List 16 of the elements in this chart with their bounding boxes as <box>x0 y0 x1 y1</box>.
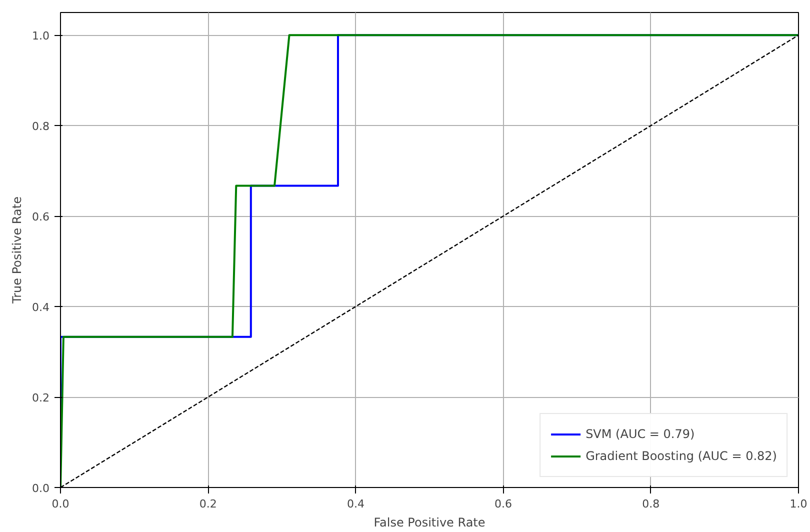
y-tick-label: 0.0 <box>32 482 50 495</box>
y-tick-label: 0.4 <box>32 301 50 314</box>
y-tick-label: 0.2 <box>32 392 50 405</box>
x-tick-label: 0.4 <box>346 498 364 510</box>
y-tick-label: 0.8 <box>32 120 50 134</box>
y-axis-title: True Positive Rate <box>10 196 24 304</box>
x-tick-label: 0.2 <box>199 498 217 510</box>
y-tick-label: 1.0 <box>32 30 50 43</box>
x-tick-label: 0.8 <box>642 498 660 510</box>
x-tick-label: 0.0 <box>52 498 70 510</box>
x-axis-title: False Positive Rate <box>374 516 486 530</box>
x-tick-label: 0.6 <box>494 498 512 510</box>
legend-label: Gradient Boosting (AUC = 0.82) <box>586 449 777 463</box>
y-tick-label: 0.6 <box>32 210 50 224</box>
legend-label: SVM (AUC = 0.79) <box>586 427 695 441</box>
x-tick-label: 1.0 <box>790 498 808 510</box>
